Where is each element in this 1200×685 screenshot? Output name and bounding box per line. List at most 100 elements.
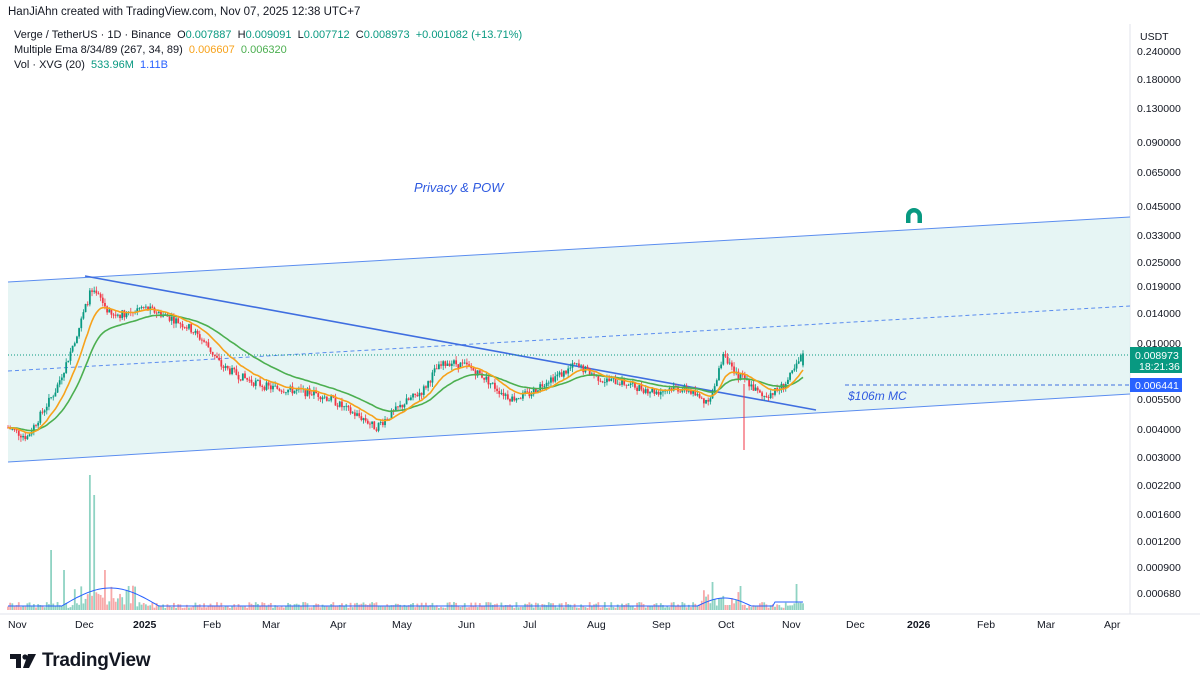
channel-mid-line[interactable]: [7, 305, 1131, 372]
volume-bar: [149, 605, 152, 610]
candle-body: [425, 386, 427, 388]
candle-body: [334, 397, 337, 406]
volume-bar: [731, 598, 733, 610]
volume-bar: [494, 604, 496, 610]
volume-bar: [239, 606, 242, 610]
volume-bar: [162, 604, 165, 610]
volume-bar: [422, 605, 425, 610]
volume-bar: [496, 603, 498, 610]
volume-bar: [502, 605, 505, 610]
channel-lower-line[interactable]: [7, 393, 1131, 463]
volume-bar: [616, 604, 619, 610]
candle-body: [179, 323, 182, 325]
channel-upper-line[interactable]: [7, 216, 1131, 283]
chart-legend: Verge / TetherUS · 1D · Binance O0.00788…: [14, 28, 522, 73]
volume-bar: [631, 605, 634, 610]
candle-body: [435, 368, 438, 370]
volume-bar: [554, 605, 557, 610]
volume-bar: [231, 606, 233, 610]
volume-bar: [366, 605, 369, 610]
candle-body: [257, 380, 259, 381]
candle-body: [17, 430, 20, 436]
volume-bar: [683, 603, 686, 610]
candle-body: [405, 398, 408, 405]
candle-body: [369, 423, 371, 425]
market-cap-annotation[interactable]: $106m MC: [847, 389, 907, 403]
candle-body: [659, 391, 662, 395]
candle-body: [662, 391, 664, 393]
candle-body: [672, 385, 675, 391]
volume-bar: [694, 603, 697, 610]
volume-bar: [13, 606, 16, 610]
candle-body: [106, 306, 109, 313]
price-axis[interactable]: 0.240000 0.180000 0.130000 0.090000 0.065000…: [1137, 46, 1181, 600]
candle-body: [754, 387, 757, 391]
volume-bar: [319, 607, 322, 610]
volume-bar: [65, 603, 68, 610]
volume-bar: [595, 603, 598, 610]
candle-body: [349, 407, 352, 414]
volume-bar: [657, 605, 660, 610]
candle-body: [608, 378, 610, 381]
volume-bar: [41, 605, 44, 610]
chart-area[interactable]: Privacy & POW $106m MC USDT 0.240000 0.18…: [0, 24, 1200, 639]
price-tick-label: 0.001200: [1137, 536, 1181, 548]
candle-body: [422, 386, 425, 395]
last-price-badge: 0.008973 18:21:36: [1130, 347, 1182, 373]
volume-bar: [696, 605, 699, 610]
volume-bar: [235, 607, 238, 610]
volume-bar: [427, 605, 430, 610]
candle-body: [709, 398, 712, 402]
magnet-icon[interactable]: [906, 208, 922, 226]
candle-body: [390, 410, 393, 419]
date-tick-label: Apr: [1104, 619, 1121, 631]
time-axis[interactable]: Nov Dec 2025 Feb Mar Apr May Jun Jul Aug Sep Oct Nov…: [8, 619, 1121, 631]
legend-ema-row[interactable]: Multiple Ema 8/34/89 (267, 34, 89) 0.006…: [14, 43, 522, 58]
volume-bar: [88, 475, 91, 610]
volume-bar: [164, 607, 167, 610]
volume-bar: [634, 607, 636, 610]
volume-bar: [705, 596, 707, 610]
volume-bar: [666, 605, 669, 610]
candle-body: [125, 312, 128, 318]
candle-body: [358, 413, 361, 417]
candle-body: [188, 324, 190, 329]
candle-body: [317, 393, 320, 397]
candle-body: [351, 412, 354, 414]
volume-bar: [522, 606, 524, 610]
candle-body: [702, 398, 705, 404]
candle-body: [494, 382, 496, 389]
candle-body: [446, 363, 449, 366]
candle-body: [203, 340, 205, 342]
volume-bar: [353, 603, 356, 610]
legend-volume-row[interactable]: Vol · XVG (20) 533.96M 1.11B: [14, 58, 522, 73]
candle-body: [713, 386, 716, 392]
volume-bar: [252, 604, 255, 610]
volume-bar: [153, 607, 156, 610]
theme-annotation[interactable]: Privacy & POW: [414, 180, 505, 195]
candle-body: [476, 370, 479, 376]
volume-bar: [127, 586, 130, 610]
candle-body: [774, 388, 776, 395]
volume-bar: [433, 606, 436, 610]
volume-bar: [360, 603, 363, 610]
candle-body: [580, 365, 582, 367]
tradingview-logo[interactable]: TradingView: [10, 650, 151, 672]
date-tick-label: Mar: [1037, 619, 1056, 631]
candle-body: [603, 382, 606, 384]
candle-body: [116, 314, 119, 316]
ema-slow-line: [7, 314, 804, 432]
volume-bar: [623, 605, 626, 610]
candle-body: [229, 368, 231, 375]
price-chart-svg[interactable]: Privacy & POW $106m MC USDT 0.240000 0.18…: [0, 24, 1200, 639]
date-tick-label: May: [392, 619, 413, 631]
candle-body: [420, 392, 423, 395]
volume-bar: [612, 606, 615, 610]
candle-body: [209, 347, 212, 352]
candle-body: [599, 380, 602, 382]
price-tick-label: 0.004000: [1137, 424, 1181, 436]
volume-bar: [418, 605, 421, 610]
volume-bar: [690, 607, 692, 610]
legend-symbol-row[interactable]: Verge / TetherUS · 1D · Binance O0.00788…: [14, 28, 522, 43]
candle-body: [590, 373, 593, 375]
